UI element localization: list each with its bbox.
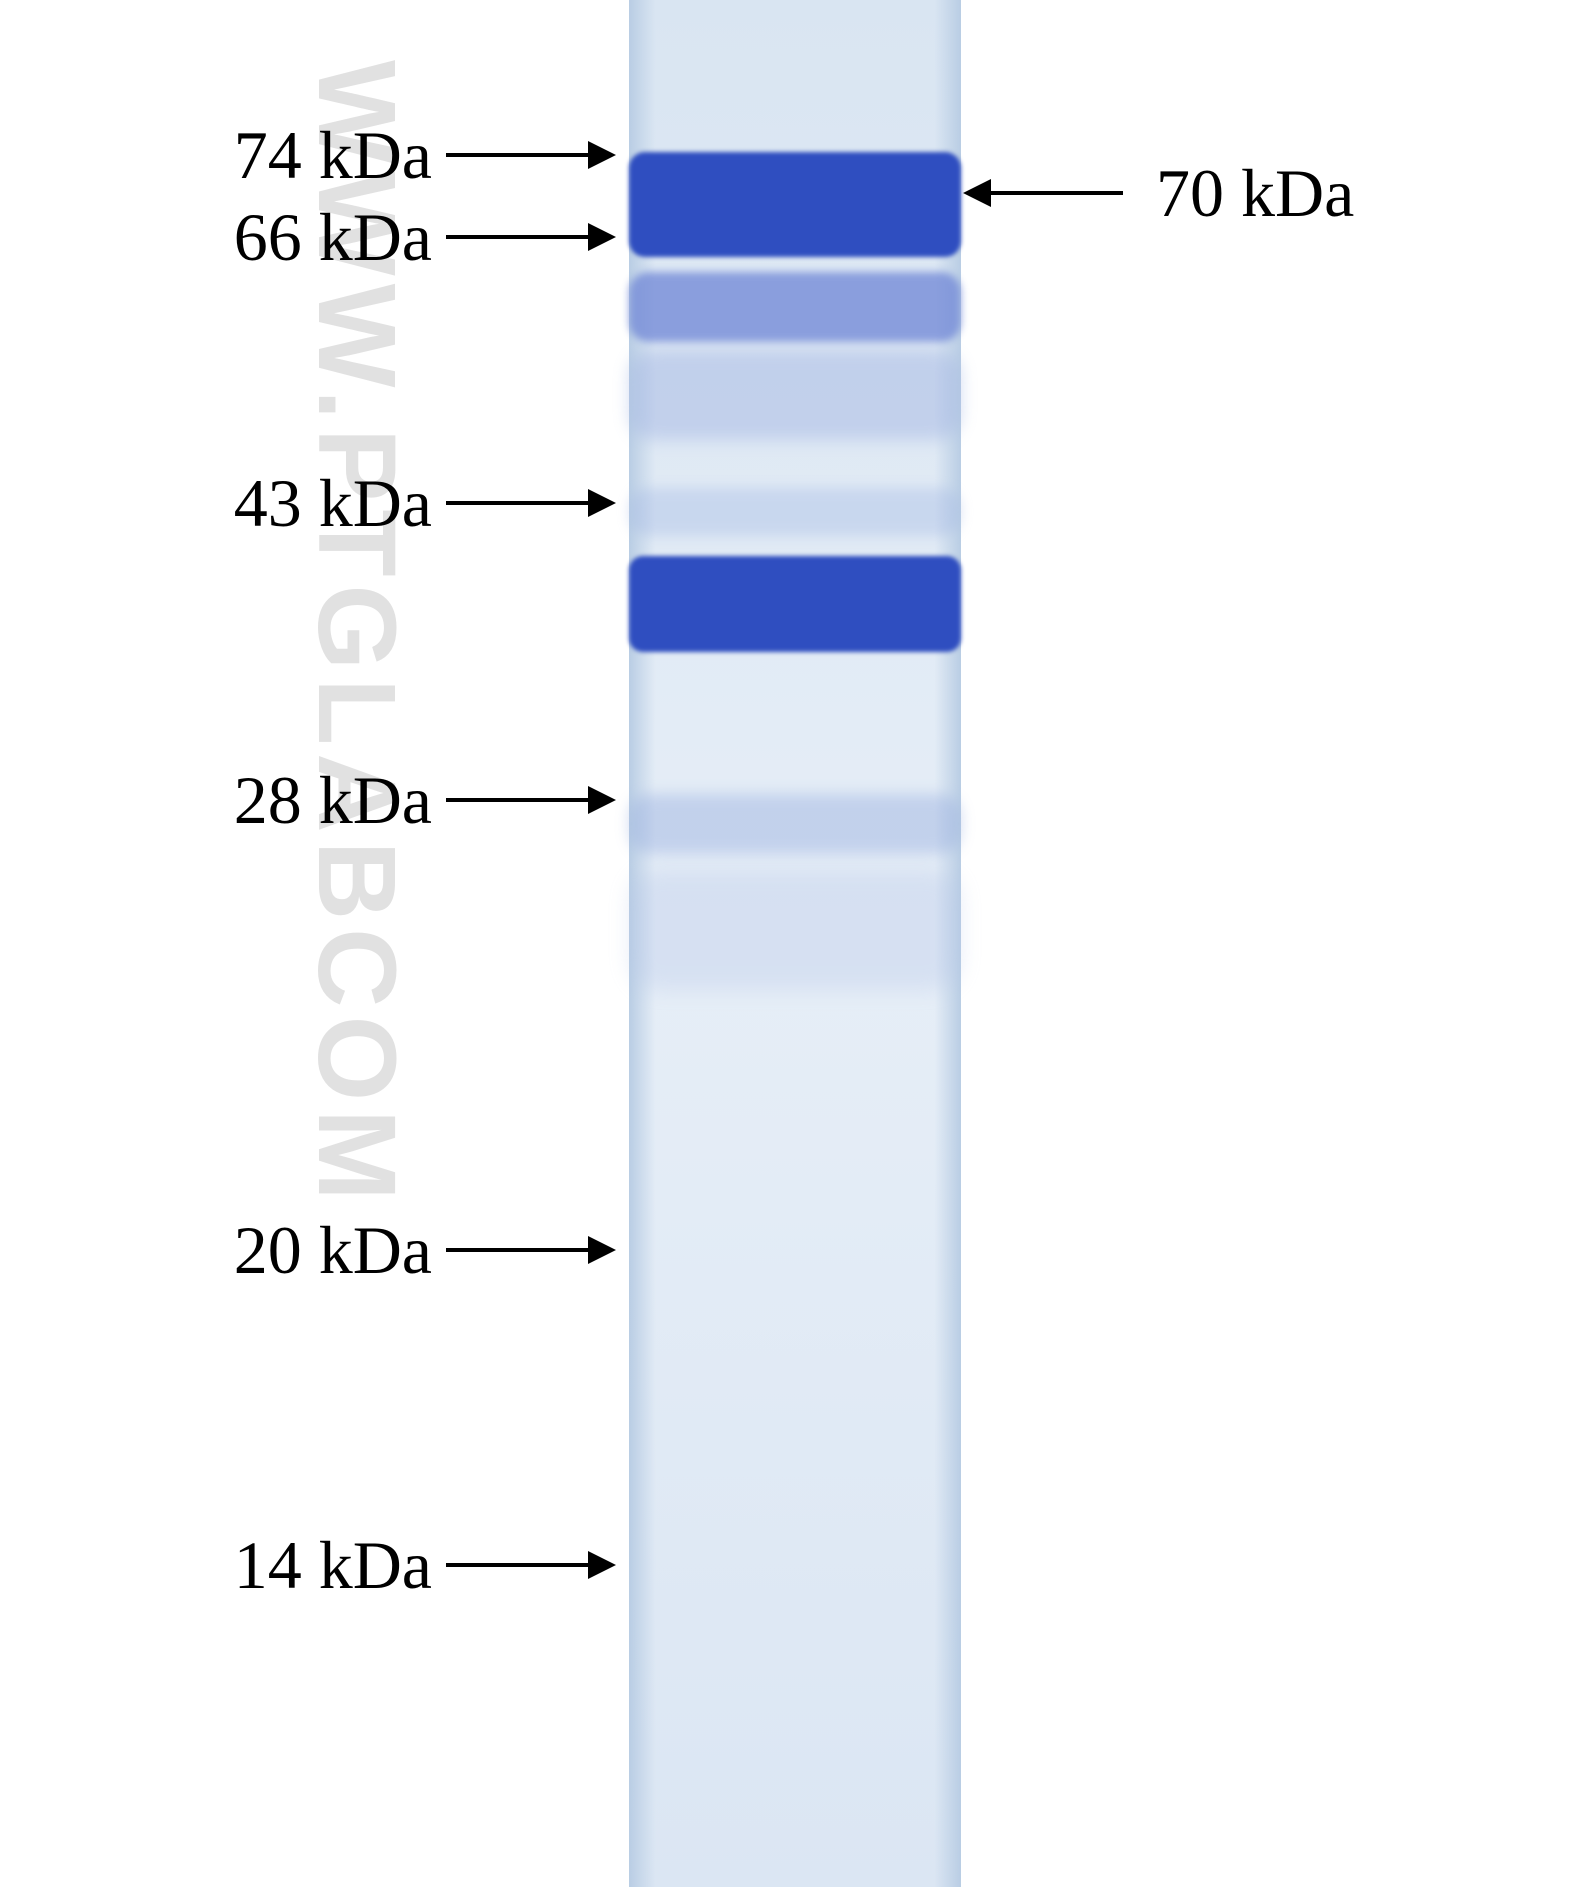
band-40kda-strong <box>629 556 961 652</box>
left-marker-arrow-line <box>446 1248 588 1252</box>
band-below-28-smear <box>629 870 961 990</box>
left-marker-label: 74 kDa <box>234 121 432 189</box>
left-marker-arrow-head <box>588 223 616 251</box>
band-near-43-faint <box>629 488 961 536</box>
left-marker-arrow-head <box>588 489 616 517</box>
right-marker-arrow-line <box>991 191 1123 195</box>
left-marker-label: 28 kDa <box>234 766 432 834</box>
left-marker-label: 20 kDa <box>234 1216 432 1284</box>
left-marker-arrow-head <box>588 1551 616 1579</box>
gel-lane <box>629 0 961 1887</box>
band-smear-upper <box>629 350 961 440</box>
band-70kda-main <box>629 152 961 257</box>
left-marker-label: 66 kDa <box>234 203 432 271</box>
left-marker-arrow-line <box>446 798 588 802</box>
left-marker-arrow-head <box>588 1236 616 1264</box>
left-marker-arrow-line <box>446 1563 588 1567</box>
left-marker-label: 14 kDa <box>234 1531 432 1599</box>
left-marker-arrow-line <box>446 501 588 505</box>
band-below-66 <box>629 272 961 342</box>
right-marker-label: 70 kDa <box>1156 159 1354 227</box>
left-marker-label: 43 kDa <box>234 469 432 537</box>
right-marker-arrow-head <box>963 179 991 207</box>
band-28kda-faint <box>629 794 961 854</box>
left-marker-arrow-line <box>446 153 588 157</box>
left-marker-arrow-head <box>588 786 616 814</box>
left-marker-arrow-line <box>446 235 588 239</box>
left-marker-arrow-head <box>588 141 616 169</box>
